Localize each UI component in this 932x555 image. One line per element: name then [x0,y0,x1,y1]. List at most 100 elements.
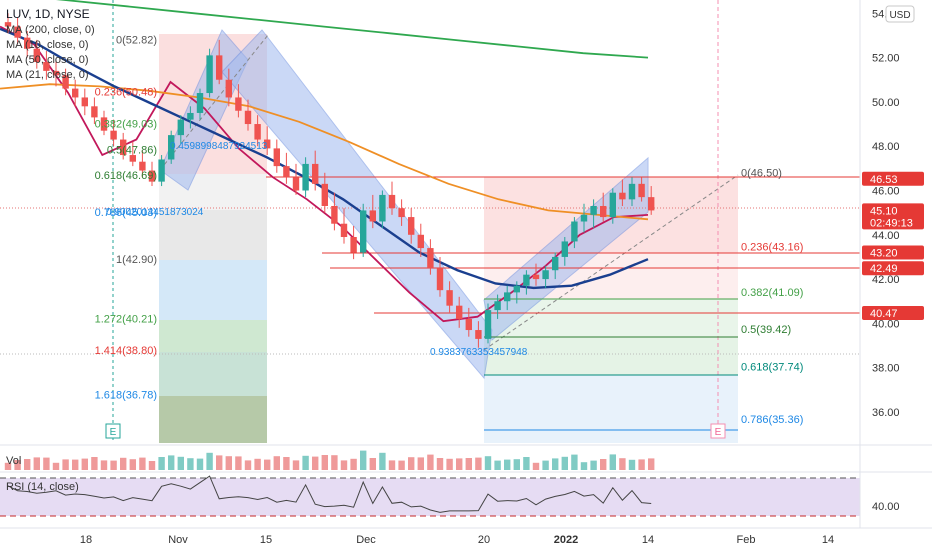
candle-body [264,139,271,149]
volume-bar [494,460,501,470]
volume-bar [168,455,175,470]
annotation: 0.9383763353457948 [430,347,528,358]
currency-label: USD [889,10,910,21]
volume-bar [388,460,396,470]
candle-body [388,194,396,209]
fib-level-label: 1(42.90) [116,254,157,266]
indicator-label[interactable]: MA (10, close, 0) [6,39,89,51]
time-tick: 15 [260,534,272,546]
rsi-label: RSI (14, close) [6,481,79,493]
volume-bar [4,462,12,470]
candle-body [139,161,146,171]
volume-bar [523,457,530,470]
candle-body [331,205,338,224]
fib-zone [484,337,738,375]
fib-level-label: 0.236(43.16) [741,241,803,253]
currency-button[interactable] [885,5,915,23]
candle-body [91,106,98,118]
candle-body [408,217,415,235]
fib-level-label: 0.786(35.36) [741,414,803,426]
volume-bar [43,457,50,470]
volume-bar [542,460,549,470]
ma-200-line [55,0,649,59]
volume-bar [225,456,232,470]
candle-body [600,205,607,218]
candle-body [369,210,376,222]
indicator-label[interactable]: MA (50, close, 0) [6,54,89,66]
price-badge [862,245,924,260]
fib-level-label: 0.382(41.09) [741,287,803,299]
volume-bar [619,458,626,470]
trend-dashed [159,34,269,171]
earnings-marker-label: E [715,427,722,438]
candle-body [340,223,348,238]
candle-body [254,124,261,140]
volume-bar [33,457,40,470]
volume-bar [177,456,184,470]
candle-body [187,112,194,120]
volume-bar [561,456,568,470]
candle-body [398,208,405,218]
candle-body [62,75,69,89]
volume-bar [360,450,367,470]
price-tick: 44.00 [872,230,900,242]
price-badge [862,171,924,186]
volume-bar [24,459,31,470]
volume-bar [331,455,338,470]
time-tick: 2022 [554,534,578,546]
fib-level-label: 1.272(40.21) [95,314,157,326]
volume-bar [235,456,242,470]
volume-bar [91,457,98,470]
candle-body [81,97,88,107]
candle-body [24,37,31,49]
price-badge-label: 42.49 [870,263,898,275]
volume-bar [129,459,136,470]
fib-zone [159,210,267,260]
fib-zone [159,260,267,320]
volume-bar [446,458,453,470]
volume-bar [302,455,309,470]
volume-bar [571,454,578,470]
candle-body [321,183,328,206]
candle-body [456,305,463,319]
volume-bar [52,462,60,470]
volume-bar [283,457,290,470]
earnings-marker[interactable] [710,423,726,439]
candle-body [235,97,242,111]
volume-bar [264,459,271,470]
ma-10-line [0,25,649,323]
candle-body [350,237,357,253]
indicator-label[interactable]: MA (200, close, 0) [6,24,95,36]
candle-body [43,62,50,71]
volume-bar [456,458,463,470]
price-badge [862,203,924,230]
price-tick: 36.00 [872,407,900,419]
candle-body [475,330,482,339]
candle-body [292,177,300,191]
price-tick: 38.00 [872,363,900,375]
volume-bar [609,454,616,470]
volume-bar [427,454,434,470]
volume-bar [532,462,540,470]
annotation: 0.4598998487924513 [170,141,268,152]
volume-bar [436,458,444,470]
candle-body [484,310,492,339]
candle-body [590,205,597,215]
fib-level-label: 0.786(45.03) [95,207,157,219]
candle-body [206,55,213,94]
candle-body [648,197,655,211]
volume-bar [484,456,492,470]
time-axis[interactable]: 18 Nov 15 Dec 20 2022 14 Feb 14 [80,534,834,546]
price-badge [862,261,924,276]
fib-level-label: 0.236(50.48) [95,86,157,98]
earnings-marker[interactable] [105,423,121,439]
volume-bar [100,460,108,470]
price-tick: 40.00 [872,318,900,330]
indicator-label[interactable]: MA (21, close, 0) [6,69,89,81]
volume-bar [369,458,376,470]
fib-level-label: 0.5(47.86) [107,144,157,156]
volume-label: Vol [6,455,21,467]
price-tick: 52.00 [872,53,900,65]
